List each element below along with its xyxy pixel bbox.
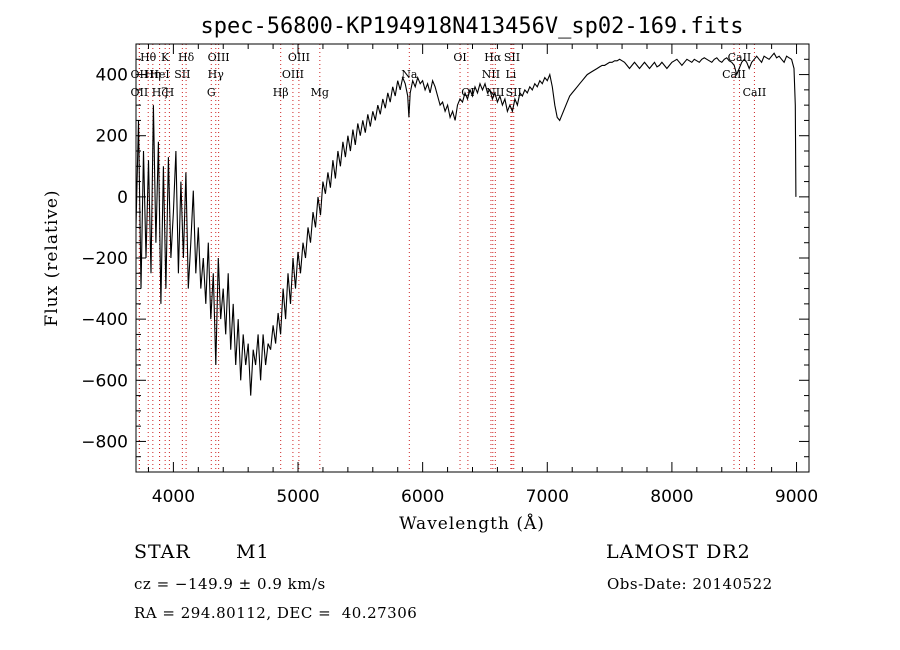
line-marker-label: Hγ [208,68,225,81]
spectral-line-markers [138,44,755,472]
flux-line [135,52,797,396]
x-tick-label: 4000 [152,487,195,507]
line-marker-label: Li [505,68,516,81]
x-tick-label: 8000 [650,487,693,507]
axis-ticks [136,43,809,473]
plot-frame [135,43,810,473]
line-marker-label: Na [401,68,418,81]
object-class-label: STAR [134,541,191,563]
line-marker-label: SII [506,86,522,99]
y-tick-label: 200 [96,127,128,147]
flux-series [135,52,797,396]
line-marker-label: NII [482,68,500,81]
line-marker-label: HeI [149,68,169,81]
line-marker-label: OIII [288,51,310,64]
line-marker-label: OIII [282,68,304,81]
y-tick-labels: −800 −600 −400 −200 0 200 400 [81,66,128,453]
survey-label: LAMOST DR2 [606,541,751,563]
line-marker-label: OIII [208,51,230,64]
line-marker-label: G [207,86,216,99]
x-tick-labels: 4000 5000 6000 7000 8000 9000 [152,487,818,507]
y-tick-label: 400 [96,66,128,86]
line-marker-label: H [165,86,175,99]
line-marker-label: SII [504,51,520,64]
line-marker-label: Hζ [152,86,168,99]
x-tick-label: 9000 [775,487,818,507]
x-tick-label: 6000 [401,487,444,507]
line-marker-label: OII [131,86,149,99]
chart-title: spec-56800-KP194918N413456V_sp02-169.fit… [200,14,743,39]
y-axis-label: Flux (relative) [42,189,62,326]
coordinates-label: RA = 294.80112, DEC = 40.27306 [134,604,418,622]
y-tick-label: 0 [117,188,128,208]
x-tick-label: 5000 [276,487,319,507]
line-marker-label: Hβ [273,86,289,99]
line-marker-label: K [161,51,170,64]
line-marker-label: Hθ [140,51,157,64]
object-subclass-label: M1 [236,541,270,563]
line-marker-label: Hδ [178,51,195,64]
line-marker-label: CaII [722,68,746,81]
x-tick-label: 7000 [526,487,569,507]
line-marker-label: Mg [311,86,329,99]
y-tick-label: −400 [81,310,128,330]
redshift-label: cz = −149.9 ± 0.9 km/s [134,575,326,593]
line-marker-label: CaII [743,86,767,99]
line-marker-label: SII [174,68,190,81]
x-axis-label: Wavelength (Å) [399,513,545,534]
line-marker-label: Hα [484,51,502,64]
y-tick-label: −200 [81,249,128,269]
y-tick-label: −600 [81,371,128,391]
line-marker-label: Hη [145,68,161,81]
y-tick-label: −800 [81,432,128,452]
line-marker-label: OI [453,51,466,64]
obs-date-label: Obs-Date: 20140522 [607,575,773,593]
